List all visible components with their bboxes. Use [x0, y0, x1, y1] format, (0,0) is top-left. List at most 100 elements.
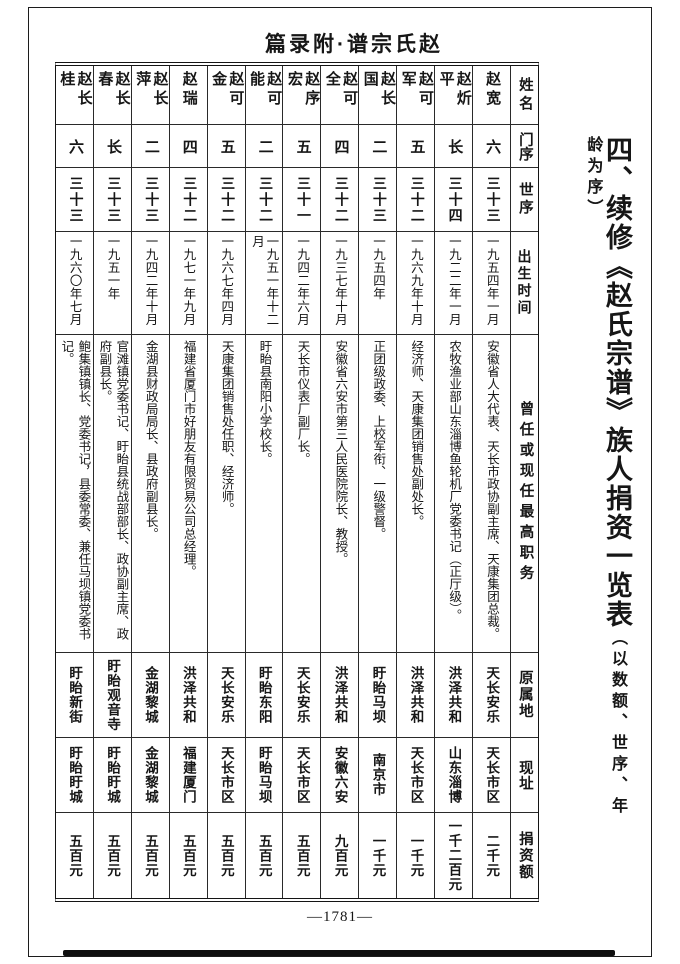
person-branch-order: 二 [359, 124, 397, 167]
person-birth-date: 一九五四年 [359, 231, 397, 334]
scanned-page-frame: 篇录附·谱宗氏赵 姓名 门序 世序 出生时间 曾任或现任最高职务 原属地 现址 … [28, 7, 652, 957]
person-name: 赵序宏 [285, 71, 320, 109]
person-birth-date: 一九四二年六月 [283, 231, 321, 334]
person-position: 福建省厦门市好朋友有限贸易公司总经理。 [169, 334, 207, 652]
column-header-origin: 原属地 [511, 652, 538, 737]
column-header-address: 现址 [511, 737, 538, 812]
column-header-position: 曾任或现任最高职务 [511, 334, 538, 652]
scan-edge-artifact [63, 950, 615, 956]
column-header-generation: 世序 [511, 167, 538, 231]
person-origin-place: 洪泽共和 [169, 652, 207, 737]
person-name: 赵宽 [484, 71, 501, 109]
person-name: 赵长国 [361, 71, 396, 109]
person-birth-date: 一九四二年十月 [131, 231, 169, 334]
person-donation-amount: 五百元 [131, 812, 169, 898]
person-generation-order: 三十三 [359, 167, 397, 231]
person-position: 经济师、天康集团销售处副处长。 [397, 334, 435, 652]
person-origin-place: 洪泽共和 [435, 652, 473, 737]
person-current-address: 金湖黎城 [131, 737, 169, 812]
person-birth-date: 一九五一年 [93, 231, 131, 334]
person-column: 赵长桂 六 三十三 一九六〇年七月 鲍集镇镇长、党委书记，县委常委、兼任马坝镇党… [55, 66, 93, 898]
person-donation-amount: 一千元 [397, 812, 435, 898]
person-column: 赵可能 二 三十二 一九五一年十二月 盱眙县南阳小学校长。 盱眙东阳 盱眙马坝 … [244, 66, 283, 898]
person-current-address: 天长市区 [283, 737, 321, 812]
person-position: 天长市仪表厂副厂长。 [283, 334, 321, 652]
person-name: 赵长萍 [134, 71, 168, 109]
person-birth-date: 一九三七年十月 [321, 231, 359, 334]
person-donation-amount: 五百元 [283, 812, 321, 898]
person-donation-amount: 五百元 [245, 812, 283, 898]
person-name: 赵可军 [399, 71, 433, 109]
person-branch-order: 四 [169, 124, 207, 167]
person-origin-place: 金湖黎城 [131, 652, 169, 737]
person-position: 天康集团销售处任职、经济师。 [207, 334, 245, 652]
person-current-address: 盱眙马坝 [245, 737, 283, 812]
person-branch-order: 六 [473, 124, 510, 167]
person-generation-order: 三十二 [207, 167, 245, 231]
person-generation-order: 三十三 [473, 167, 510, 231]
person-branch-order: 长 [435, 124, 473, 167]
person-birth-date: 一九七一年九月 [169, 231, 207, 334]
person-origin-place: 盱眙新街 [55, 652, 93, 737]
column-header-birth: 出生时间 [511, 231, 538, 334]
person-generation-order: 三十二 [245, 167, 283, 231]
person-origin-place: 天长安乐 [207, 652, 245, 737]
person-generation-order: 三十二 [397, 167, 435, 231]
person-generation-order: 三十四 [435, 167, 473, 231]
person-name: 赵可金 [210, 71, 244, 109]
person-generation-order: 三十三 [131, 167, 169, 231]
person-donation-amount: 一千元 [359, 812, 397, 898]
person-branch-order: 六 [55, 124, 93, 167]
donation-table: 姓名 门序 世序 出生时间 曾任或现任最高职务 原属地 现址 捐资额 赵宽 六 … [55, 62, 539, 902]
person-position: 金湖县财政局局长、县政府副县长。 [131, 334, 169, 652]
person-column: 赵长萍 二 三十三 一九四二年十月 金湖县财政局局长、县政府副县长。 金湖黎城 … [130, 66, 169, 898]
person-position: 官滩镇党委书记、盱眙县统战部部长、政协副主席、政府副县长。 [93, 334, 131, 652]
person-current-address: 安徽六安 [321, 737, 359, 812]
person-column: 赵序宏 五 三十一 一九四二年六月 天长市仪表厂副厂长。 天长安乐 天长市区 五… [282, 66, 321, 898]
person-generation-order: 三十二 [321, 167, 359, 231]
person-column: 赵可金 五 三十二 一九六七年四月 天康集团销售处任职、经济师。 天长安乐 天长… [206, 66, 245, 898]
person-generation-order: 三十三 [93, 167, 131, 231]
person-origin-place: 洪泽共和 [321, 652, 359, 737]
person-branch-order: 五 [397, 124, 435, 167]
person-birth-date: 一九六九年十月 [397, 231, 435, 334]
person-name: 赵长春 [96, 71, 130, 109]
chapter-title-subtitle: （以数额、世序、年龄为序） [584, 136, 626, 818]
person-name: 赵长桂 [58, 71, 92, 109]
person-current-address: 福建厦门 [169, 737, 207, 812]
person-branch-order: 五 [207, 124, 245, 167]
person-origin-place: 洪泽共和 [397, 652, 435, 737]
person-current-address: 盱眙盱城 [55, 737, 93, 812]
person-origin-place: 天长安乐 [283, 652, 321, 737]
person-branch-order: 二 [131, 124, 169, 167]
person-position: 农牧渔业部山东淄博鱼轮机厂党委书记（正厅级）。 [435, 334, 473, 652]
chapter-title: 四、续修《赵氏宗谱》族人捐资一览表（以数额、世序、年龄为序） [584, 136, 632, 826]
person-donation-amount: 五百元 [207, 812, 245, 898]
person-current-address: 天长市区 [397, 737, 435, 812]
table-header-column: 姓名 门序 世序 出生时间 曾任或现任最高职务 原属地 现址 捐资额 [510, 66, 538, 898]
person-position: 正团级政委、上校军衔、一级警督。 [359, 334, 397, 652]
person-name: 赵炘平 [437, 71, 471, 109]
person-branch-order: 长 [93, 124, 131, 167]
person-current-address: 天长市区 [207, 737, 245, 812]
person-column: 赵长国 二 三十三 一九五四年 正团级政委、上校军衔、一级警督。 盱眙马坝 南京… [358, 66, 397, 898]
person-donation-amount: 五百元 [93, 812, 131, 898]
person-current-address: 盱眙盱城 [93, 737, 131, 812]
person-name: 赵瑞 [180, 71, 197, 109]
person-name: 赵可全 [323, 71, 358, 109]
person-donation-amount: 九百元 [321, 812, 359, 898]
person-position: 安徽省六安市第三人民医院院长、教授。 [321, 334, 359, 652]
person-column: 赵宽 六 三十三 一九五四年一月 安徽省人大代表、天长市政协副主席、天康集团总裁… [472, 66, 510, 898]
person-generation-order: 三十三 [55, 167, 93, 231]
person-current-address: 山东淄博 [435, 737, 473, 812]
person-donation-amount: 五百元 [55, 812, 93, 898]
person-current-address: 天长市区 [473, 737, 510, 812]
person-position: 鲍集镇镇长、党委书记，县委常委、兼任马坝镇党委书记。 [55, 334, 93, 652]
person-position: 盱眙县南阳小学校长。 [245, 334, 283, 652]
person-position: 安徽省人大代表、天长市政协副主席、天康集团总裁。 [473, 334, 510, 652]
person-birth-date: 一九六〇年七月 [55, 231, 93, 334]
person-branch-order: 二 [245, 124, 283, 167]
column-header-name: 姓名 [516, 76, 533, 114]
page-number: —1781— [307, 909, 373, 925]
person-donation-amount: 二千元 [473, 812, 510, 898]
